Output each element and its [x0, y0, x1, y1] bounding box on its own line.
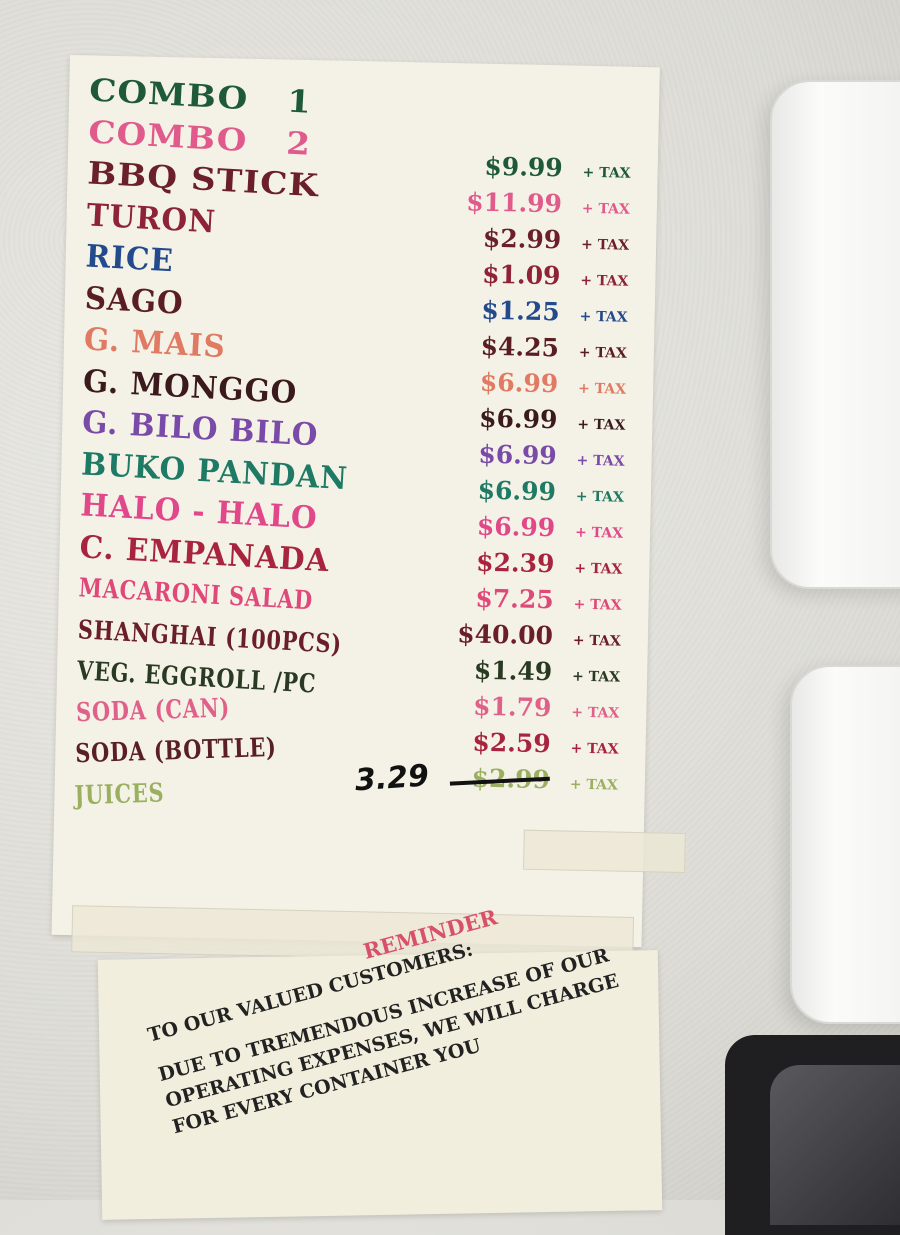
price-row: $7.25 + TAX	[453, 580, 622, 620]
price-row: $4.25 + TAX	[459, 328, 628, 368]
menu-items: COMBO 1 COMBO 2 BBQ STICK TURON RICE SAGO G. M…	[74, 70, 420, 824]
price: $2.59	[472, 727, 551, 759]
price: $7.25	[475, 583, 555, 615]
price-row: $1.79 + TAX	[451, 688, 620, 728]
price: $2.99	[450, 760, 551, 798]
tape	[523, 829, 686, 874]
price: $6.99	[477, 475, 557, 507]
price: $40.00	[456, 619, 554, 651]
price: $9.99	[484, 151, 564, 183]
menu-prices: $9.99 + TAX $11.99 + TAX $2.99 + TAX $1.09 + TA…	[354, 148, 632, 800]
price-row: $2.39 + TAX	[454, 544, 623, 584]
price: $1.49	[473, 655, 553, 687]
price: $11.99	[466, 187, 563, 219]
price: $6.99	[478, 403, 558, 435]
price-row: $6.99 + TAX	[457, 400, 626, 440]
price: $4.25	[480, 331, 560, 363]
price-row: $11.99 + TAX	[462, 184, 631, 224]
price-row: $40.00 + TAX	[453, 616, 622, 656]
reminder-notice: REMINDER TO OUR VALUED CUSTOMERS: DUE TO …	[97, 904, 663, 1220]
price: $6.99	[478, 439, 558, 471]
price-row: $2.59 + TAX	[450, 724, 619, 764]
price-row: $9.99 + TAX	[462, 148, 631, 188]
price: $2.39	[475, 547, 555, 579]
price: $2.99	[482, 223, 562, 255]
foam-container	[770, 80, 900, 589]
price: $6.99	[476, 511, 556, 543]
price-row: $6.99 + TAX	[455, 508, 624, 548]
price-row: $6.99 + TAX	[456, 436, 625, 476]
container-lid	[770, 1065, 900, 1225]
price: $1.25	[481, 295, 561, 327]
menu-sign: COMBO 1 COMBO 2 BBQ STICK TURON RICE SAGO G. M…	[51, 55, 686, 964]
handwritten-price: 3.29	[353, 758, 430, 799]
price-row: $1.49 + TAX	[452, 652, 621, 692]
menu-item: JUICES	[73, 777, 165, 811]
price-row: $6.99 + TAX	[458, 364, 627, 404]
price: $1.79	[472, 691, 552, 723]
price-row: $2.99 + TAX 3.29	[354, 758, 619, 800]
price-row: $6.99 + TAX	[456, 472, 625, 512]
foam-container	[790, 665, 900, 1024]
price: $6.99	[479, 367, 559, 399]
price-row: $1.09 + TAX	[460, 256, 629, 296]
price-row: $1.25 + TAX	[459, 292, 628, 332]
tax-label: + TAX	[569, 776, 618, 794]
price-row: $2.99 + TAX	[461, 220, 630, 260]
price: $1.09	[481, 259, 561, 291]
